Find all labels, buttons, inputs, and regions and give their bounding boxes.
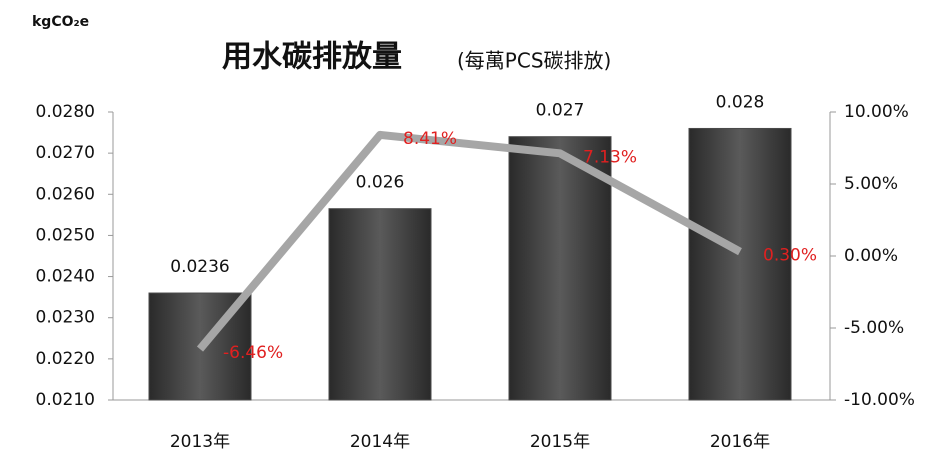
line-value-label: 0.30% bbox=[763, 246, 817, 266]
bar-value-label: 0.027 bbox=[536, 101, 585, 121]
line-value-label: 8.41% bbox=[403, 129, 457, 149]
y2-tick-label: -5.00% bbox=[844, 318, 904, 338]
bar bbox=[328, 208, 432, 401]
y-tick-label: 0.0230 bbox=[36, 308, 95, 328]
x-tick-label: 2014年 bbox=[350, 432, 410, 452]
bar bbox=[508, 136, 612, 401]
bar-value-label: 0.028 bbox=[716, 92, 765, 112]
chart-title: 用水碳排放量 bbox=[222, 40, 402, 75]
bar-value-label: 0.0236 bbox=[170, 257, 229, 277]
x-tick-label: 2015年 bbox=[530, 432, 590, 452]
x-tick-label: 2016年 bbox=[710, 432, 770, 452]
y2-tick-label: 5.00% bbox=[844, 174, 898, 194]
y-tick-label: 0.0250 bbox=[36, 225, 95, 245]
line-value-label: 7.13% bbox=[583, 147, 637, 167]
y-tick-label: 0.0280 bbox=[36, 102, 95, 122]
chart-subtitle: (每萬PCS碳排放) bbox=[457, 49, 611, 73]
y-tick-label: 0.0270 bbox=[36, 143, 95, 163]
y-tick-label: 0.0220 bbox=[36, 349, 95, 369]
y-tick-label: 0.0260 bbox=[36, 184, 95, 204]
line bbox=[196, 130, 742, 352]
line-value-label: -6.46% bbox=[223, 343, 283, 363]
bar-value-label: 0.026 bbox=[356, 173, 405, 193]
x-tick-label: 2013年 bbox=[170, 432, 230, 452]
y-tick-label: 0.0240 bbox=[36, 267, 95, 287]
bar bbox=[688, 127, 792, 401]
y-tick-label: 0.0210 bbox=[36, 390, 95, 410]
y2-tick-label: 0.00% bbox=[844, 246, 898, 266]
y-axis-label: kgCO₂e bbox=[32, 14, 89, 30]
y2-tick-label: -10.00% bbox=[844, 390, 915, 410]
y2-tick-label: 10.00% bbox=[844, 102, 909, 122]
